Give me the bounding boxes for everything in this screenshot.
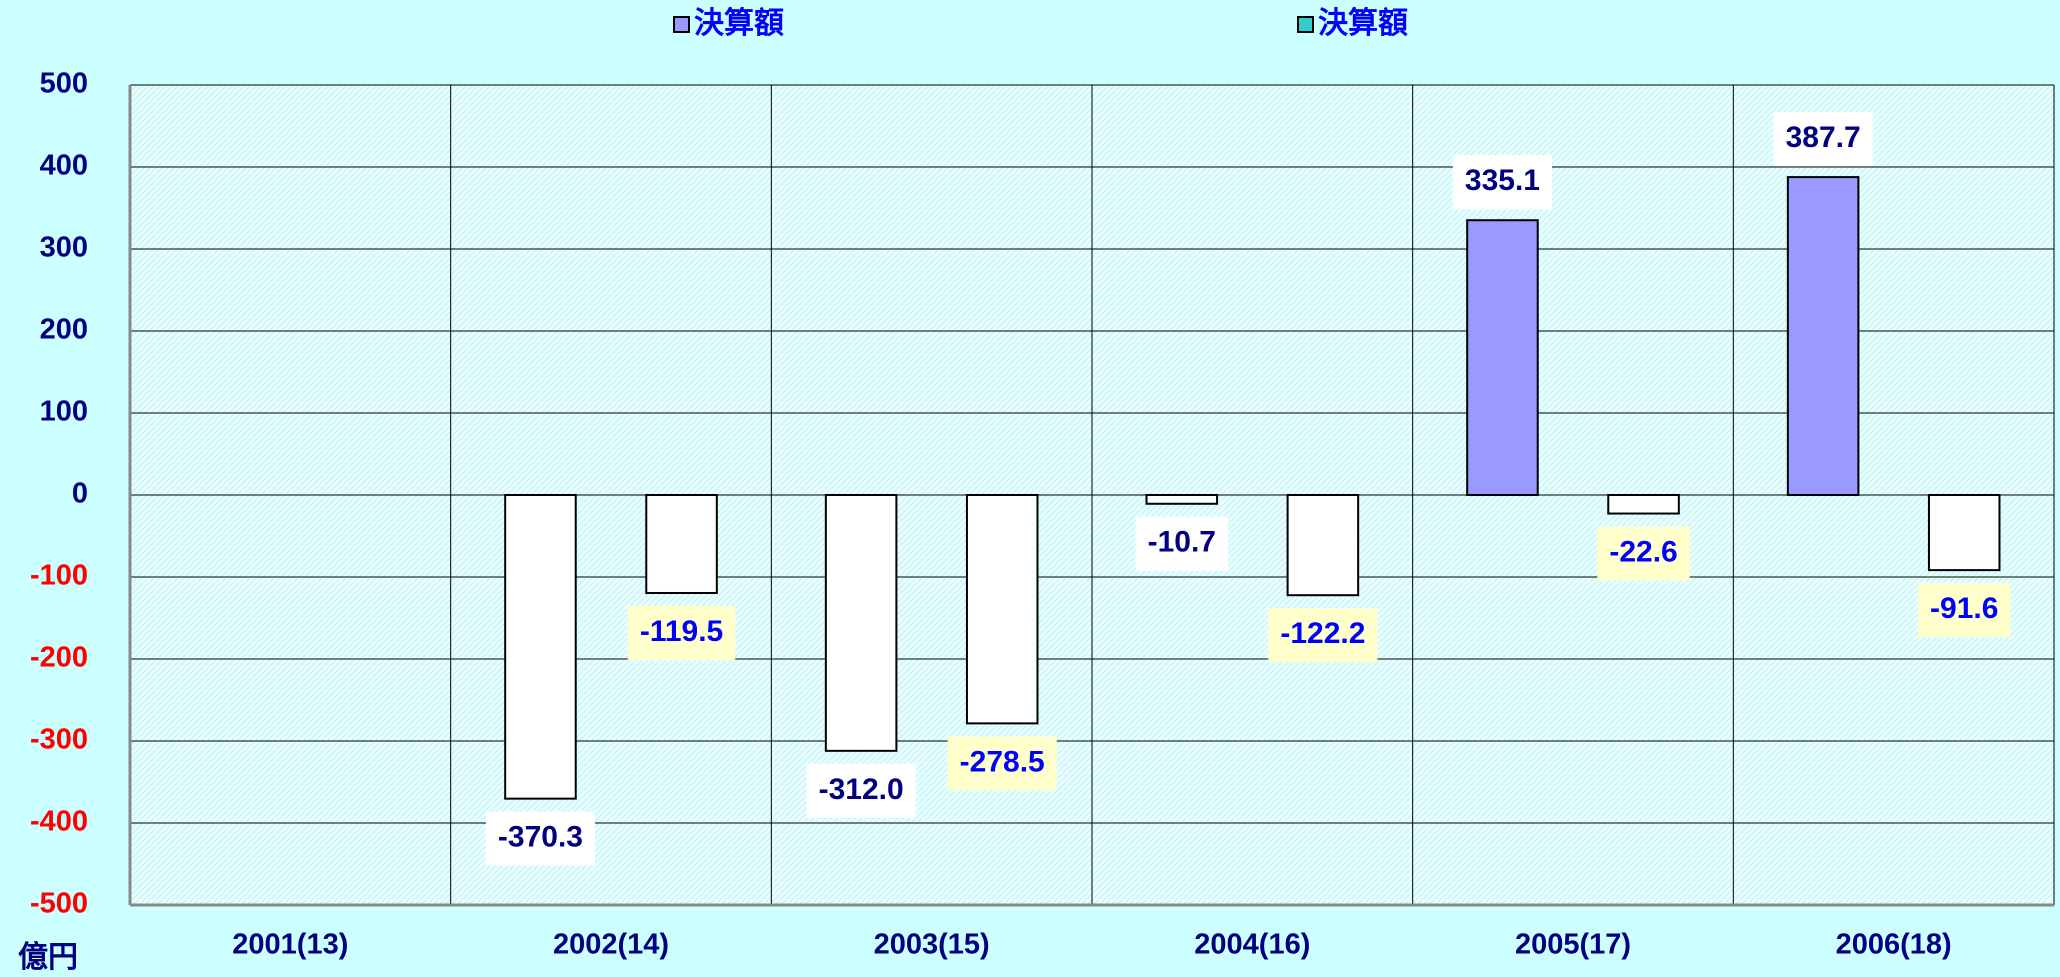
value-label: 335.1: [1465, 164, 1540, 197]
legend-swatch: [1297, 16, 1314, 33]
x-tick-label: 2005(17): [1515, 929, 1631, 961]
y-unit: 億円: [18, 941, 78, 974]
x-tick-label: 2001(13): [232, 929, 348, 961]
value-label-box: [1268, 608, 1378, 663]
y-tick-label: -500: [30, 888, 88, 920]
value-label: -91.6: [1930, 592, 1998, 625]
bar: [645, 494, 718, 594]
x-tick-label: 2004(16): [1194, 929, 1310, 961]
value-label: -119.5: [640, 615, 723, 648]
value-label: -312.0: [819, 773, 904, 806]
bar: [504, 494, 577, 800]
y-tick-label: 500: [40, 68, 88, 100]
value-label: -122.2: [1280, 617, 1365, 650]
value-label-box: [1918, 583, 2011, 638]
y-tick-label: 200: [40, 314, 88, 346]
y-tick-label: -300: [30, 724, 88, 756]
value-label-box: [806, 763, 916, 818]
y-tick-label: 0: [72, 478, 88, 510]
bar: [1145, 494, 1219, 505]
legend-label: 決算額: [694, 6, 784, 40]
y-tick-label: 400: [40, 150, 88, 182]
value-label-box: [1773, 112, 1873, 167]
value-label-box: [627, 605, 736, 660]
legend-label: 決算額: [1318, 6, 1408, 40]
bar: [1286, 494, 1360, 597]
value-label-box: [1597, 526, 1690, 581]
y-tick-label: -100: [30, 560, 88, 592]
bar: [965, 494, 1039, 725]
y-tick-label: -400: [30, 806, 88, 838]
x-tick-label: 2003(15): [874, 929, 990, 961]
value-label-box: [947, 736, 1057, 791]
x-tick-label: 2002(14): [553, 929, 669, 961]
value-label: -10.7: [1148, 526, 1216, 559]
bar: [1466, 219, 1539, 497]
value-label: 387.7: [1786, 121, 1861, 154]
bar: [1786, 176, 1860, 496]
bar: [1927, 494, 2001, 572]
y-tick-label: 300: [40, 232, 88, 264]
y-tick-label: 100: [40, 396, 88, 428]
bar: [1607, 494, 1680, 515]
value-label: -370.3: [498, 821, 583, 854]
value-label: -278.5: [960, 745, 1045, 778]
y-tick-label: -200: [30, 642, 88, 674]
value-label-box: [485, 811, 595, 866]
legend-swatch: [673, 16, 690, 33]
value-label: -22.6: [1609, 535, 1677, 568]
value-label-box: [1135, 516, 1228, 571]
value-label-box: [1452, 155, 1552, 210]
x-tick-label: 2006(18): [1836, 929, 1952, 961]
bar: [824, 494, 898, 752]
